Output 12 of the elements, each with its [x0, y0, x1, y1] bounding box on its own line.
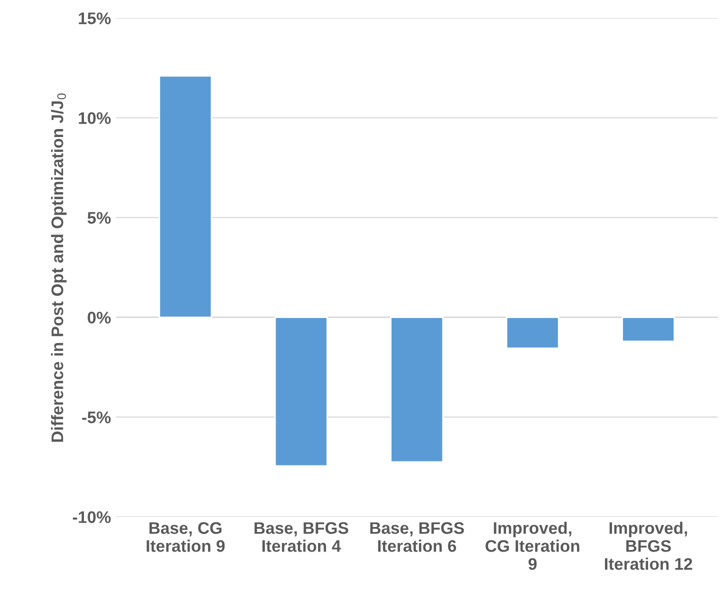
y-tick-label: 15%: [78, 12, 111, 24]
y-tick-label: -10%: [72, 511, 111, 524]
x-tick-label: Base, BFGS Iteration 6: [370, 522, 464, 552]
y-axis-title: Difference in Post Opt and Optimization J/J$_{0}$: [51, 93, 67, 442]
y-tick-label: 0%: [88, 312, 111, 324]
x-tick-label: Improved, BFGS Iteration 12: [604, 522, 692, 570]
y-tick-label: 10%: [78, 112, 111, 124]
x-tick-label: Improved, CG Iteration 9: [486, 522, 580, 570]
y-tick-label: -5%: [82, 412, 111, 424]
y-tick-label: 5%: [88, 212, 111, 224]
x-tick-label: Base, BFGS Iteration 4: [254, 522, 348, 552]
x-tick-label: Base, CG Iteration 9: [146, 522, 225, 552]
